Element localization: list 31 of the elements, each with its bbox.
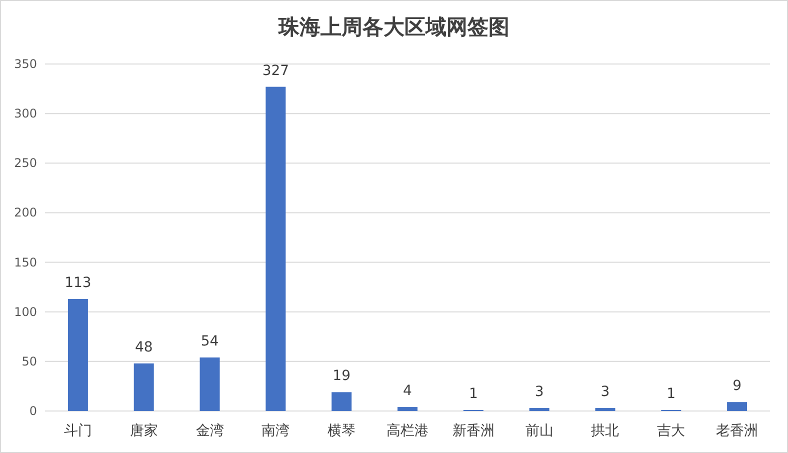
data-label: 1 xyxy=(666,386,676,402)
y-tick-label: 150 xyxy=(14,255,37,270)
x-tick-label: 南湾 xyxy=(262,423,290,439)
x-tick-label: 金湾 xyxy=(196,423,224,439)
x-tick-label: 斗门 xyxy=(64,423,92,439)
y-tick-label: 250 xyxy=(14,156,37,170)
y-tick-label: 0 xyxy=(29,404,37,418)
x-tick-label: 前山 xyxy=(525,423,554,439)
data-label: 1 xyxy=(468,386,478,402)
data-label: 3 xyxy=(534,384,544,400)
data-label: 3 xyxy=(600,384,610,400)
x-tick-label: 吉大 xyxy=(657,423,686,439)
y-tick-label: 350 xyxy=(14,57,37,71)
x-tick-label: 老香洲 xyxy=(716,423,758,439)
data-label: 9 xyxy=(732,378,742,394)
x-tick-label: 新香洲 xyxy=(452,423,494,439)
data-label: 19 xyxy=(332,368,351,384)
chart-title: 珠海上周各大区域网签图 xyxy=(278,15,510,39)
x-tick-label: 高栏港 xyxy=(386,423,428,439)
x-tick-label: 横琴 xyxy=(328,423,356,439)
data-label: 327 xyxy=(262,62,290,79)
y-tick-label: 50 xyxy=(22,354,37,368)
data-label: 54 xyxy=(200,333,219,350)
y-tick-label: 300 xyxy=(14,106,37,121)
x-tick-label: 唐家 xyxy=(130,423,158,439)
data-label: 4 xyxy=(403,383,412,400)
data-label: 48 xyxy=(134,339,153,356)
y-tick-label: 100 xyxy=(14,304,37,319)
data-label: 113 xyxy=(64,274,92,291)
y-tick-label: 200 xyxy=(14,206,37,220)
x-tick-label: 拱北 xyxy=(591,423,620,439)
